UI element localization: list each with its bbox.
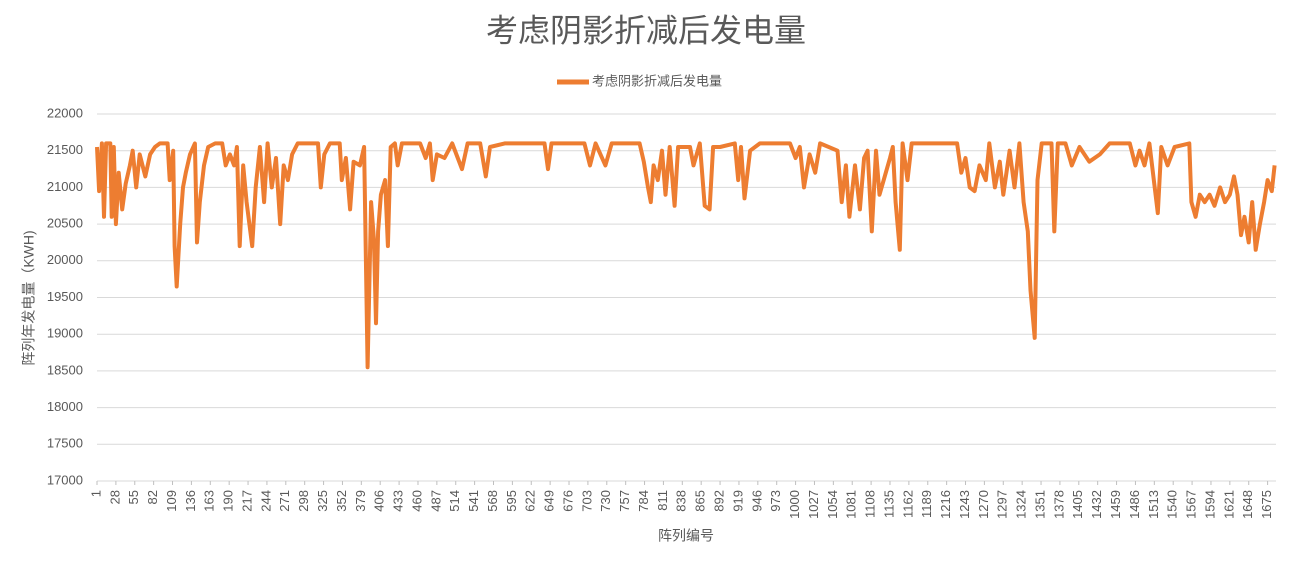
- x-tick-label: 1297: [995, 490, 1010, 519]
- x-tick-label: 1135: [881, 490, 896, 518]
- x-tick-label: 946: [749, 490, 764, 512]
- x-tick-label: 1: [88, 490, 103, 497]
- x-tick-label: 352: [334, 490, 349, 512]
- x-tick-label: 865: [693, 490, 708, 512]
- x-tick-label: 28: [107, 490, 122, 504]
- y-tick-label: 19500: [47, 289, 83, 304]
- y-axis-title: 阵列年发电量（KWH): [21, 230, 37, 365]
- x-tick-label: 55: [126, 490, 141, 504]
- y-tick-label: 20500: [47, 216, 83, 231]
- x-tick-label: 757: [617, 490, 632, 512]
- x-tick-label: 1324: [1014, 490, 1029, 519]
- x-tick-label: 406: [372, 490, 387, 512]
- y-tick-label: 18000: [47, 399, 83, 414]
- x-tick-label: 1405: [1070, 490, 1085, 519]
- x-tick-label: 703: [579, 490, 594, 512]
- x-tick-label: 1351: [1032, 490, 1047, 519]
- legend-label: 考虑阴影折减后发电量: [592, 73, 722, 88]
- y-tick-label: 20000: [47, 252, 83, 267]
- x-tick-label: 1459: [1108, 490, 1123, 519]
- x-tick-label: 460: [409, 490, 424, 512]
- x-tick-label: 1054: [825, 490, 840, 519]
- x-tick-label: 541: [466, 490, 481, 512]
- x-tick-label: 136: [183, 490, 198, 512]
- y-tick-label: 18500: [47, 362, 83, 377]
- y-tick-label: 19000: [47, 326, 83, 341]
- y-tick-label: 22000: [47, 105, 83, 120]
- x-tick-label: 1594: [1202, 490, 1217, 519]
- x-tick-label: 1081: [844, 490, 859, 519]
- x-tick-label: 244: [258, 490, 273, 512]
- x-tick-label: 163: [202, 490, 217, 512]
- y-tick-label: 21000: [47, 179, 83, 194]
- x-tick-label: 1432: [1089, 490, 1104, 519]
- x-tick-label: 919: [730, 490, 745, 512]
- x-tick-label: 1648: [1240, 490, 1255, 519]
- x-tick-label: 1621: [1221, 490, 1236, 519]
- x-tick-label: 1243: [957, 490, 972, 519]
- x-tick-label: 784: [636, 490, 651, 512]
- data-line: [95, 141, 1277, 370]
- x-tick-label: 487: [428, 490, 443, 512]
- x-tick-label: 1108: [863, 490, 878, 518]
- x-tick-label: 379: [353, 490, 368, 512]
- y-tick-label: 17000: [47, 472, 83, 487]
- x-tick-label: 1216: [938, 490, 953, 519]
- x-tick-label: 271: [277, 490, 292, 512]
- x-tick-label: 190: [221, 490, 236, 512]
- x-tick-label: 676: [560, 490, 575, 512]
- x-tick-label: 838: [674, 490, 689, 512]
- x-tick-label: 325: [315, 490, 330, 512]
- x-tick-label: 973: [768, 490, 783, 512]
- x-tick-label: 1513: [1146, 490, 1161, 519]
- x-tick-label: 109: [164, 490, 179, 512]
- y-tick-label: 21500: [47, 142, 83, 157]
- x-tick-label: 217: [239, 490, 254, 512]
- x-tick-label: 1162: [900, 490, 915, 518]
- y-tick-label: 17500: [47, 436, 83, 451]
- x-tick-label: 1378: [1051, 490, 1066, 519]
- x-tick-label: 649: [542, 490, 557, 512]
- x-tick-label: 568: [485, 490, 500, 512]
- x-axis-title: 阵列编号: [658, 528, 714, 544]
- x-tick-label: 1675: [1259, 490, 1274, 519]
- x-tick-label: 1027: [806, 490, 821, 519]
- x-tick-label: 892: [712, 490, 727, 512]
- x-tick-label: 1270: [976, 490, 991, 519]
- x-tick-label: 595: [504, 490, 519, 512]
- x-tick-label: 622: [523, 490, 538, 512]
- x-tick-label: 1189: [919, 490, 934, 518]
- x-tick-label: 1486: [1127, 490, 1142, 519]
- x-tick-label: 1000: [787, 490, 802, 519]
- x-tick-label: 730: [598, 490, 613, 512]
- x-tick-label: 1540: [1165, 490, 1180, 519]
- x-tick-label: 433: [391, 490, 406, 512]
- x-tick-label: 514: [447, 490, 462, 512]
- x-tick-label: 82: [145, 490, 160, 504]
- x-tick-label: 1567: [1184, 490, 1199, 519]
- x-tick-label: 298: [296, 490, 311, 512]
- chart-title: 考虑阴影折减后发电量: [486, 12, 806, 48]
- x-tick-label: 811: [655, 490, 670, 511]
